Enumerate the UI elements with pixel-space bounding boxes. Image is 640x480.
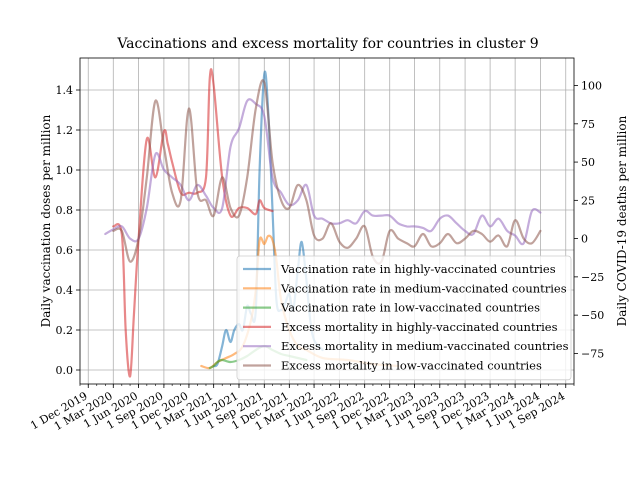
- y-left-tick-label: 0.6: [56, 244, 74, 257]
- y-axis-left-label: Daily vaccination doses per million: [39, 114, 53, 327]
- legend-label-6: Excess mortality in low-vaccinated count…: [281, 359, 542, 373]
- y-right-tick-label: −25: [581, 271, 604, 284]
- y-left-tick-label: 0.4: [56, 284, 74, 297]
- y-left-tick-label: 0.2: [56, 324, 74, 337]
- plot-frame: [79, 57, 575, 385]
- y-left-tick-label: 0.8: [56, 204, 74, 217]
- y-right-tick-label: 100: [581, 80, 602, 93]
- legend-label-4: Excess mortality in highly-vaccinated co…: [281, 320, 558, 334]
- y-right-tick-label: −50: [581, 309, 604, 322]
- legend-label-3: Vaccination rate in low-vaccinated count…: [280, 301, 540, 315]
- y-left-tick-label: 1.0: [56, 164, 74, 177]
- y-right-tick-label: 25: [581, 194, 595, 207]
- legend: Vaccination rate in highly-vaccinated co…: [236, 255, 572, 381]
- chart-title: Vaccinations and excess mortality for co…: [116, 36, 538, 52]
- y-left-tick-label: 0.0: [56, 364, 74, 377]
- series-line-1: [212, 70, 324, 368]
- series-line-5: [104, 98, 542, 246]
- y-right-tick-label: −75: [581, 347, 604, 360]
- y-right-tick-label: 75: [581, 118, 595, 131]
- y-right-tick-label: 50: [581, 156, 595, 169]
- y-left-tick-label: 1.4: [56, 84, 74, 97]
- y-left-tick-label: 1.2: [56, 124, 74, 137]
- series-line-6: [112, 79, 542, 265]
- legend-label-2: Vaccination rate in medium-vaccinated co…: [280, 281, 567, 295]
- legend-label-5: Excess mortality in medium-vaccinated co…: [281, 339, 569, 353]
- y-axis-left: 0.0 0.2 0.4 0.6 0.8 1.0 1.2 1.4: [56, 84, 80, 377]
- series-line-4: [112, 68, 274, 378]
- y-axis-right: −75 −50 −25 0 25 50 75 100: [574, 80, 604, 360]
- legend-box: [236, 255, 572, 381]
- y-axis-right-label: Daily COVID-19 deaths per million: [615, 115, 629, 326]
- y-right-tick-label: 0: [581, 233, 588, 246]
- legend-label-1: Vaccination rate in highly-vaccinated co…: [280, 262, 556, 276]
